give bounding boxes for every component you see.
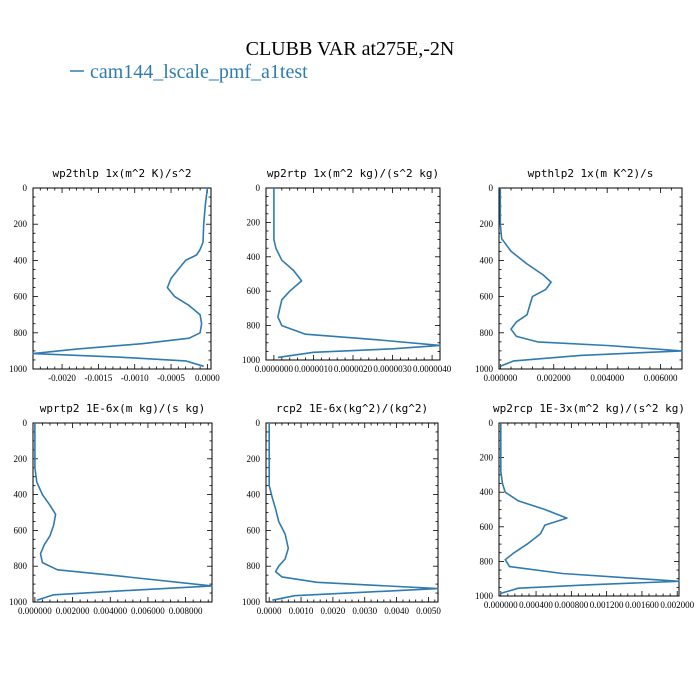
x-tick-label: 0.0000030 (373, 364, 412, 374)
panel-frame (265, 422, 439, 603)
y-tick-label: 600 (480, 292, 494, 302)
x-tick-label: 0.0020 (321, 606, 346, 616)
x-tick-label: -0.0020 (48, 373, 76, 383)
y-tick-label: 400 (247, 252, 261, 262)
y-tick-label: 0 (489, 183, 494, 193)
panel-title: wp2rtp 1x(m^2 kg)/(s^2 kg) (267, 167, 439, 180)
y-tick-label: 800 (14, 328, 28, 338)
x-tick-label: 0.000400 (519, 600, 553, 610)
y-tick-label: 800 (480, 556, 494, 566)
panel-6: wp2rcp 1E-3x(m^2 kg)/(s^2 kg) 0 200 400 600 8… (475, 402, 695, 610)
x-tick-label: 0.0000010 (294, 364, 333, 374)
panel-3: wpthlp2 1x(m K^2)/s020040060080010000.00… (475, 167, 683, 383)
y-tick-label: 200 (247, 217, 261, 227)
x-tick-label: 0.0030 (352, 606, 377, 616)
x-tick-label: 0.004000 (93, 606, 127, 616)
figure-title: CLUBB VAR at275E,-2N (246, 38, 455, 60)
y-tick-label: 600 (14, 525, 28, 535)
x-tick-label: 0.002000 (56, 606, 90, 616)
x-tick-label: 0.000000 (18, 606, 52, 616)
x-tick-label: 0.0000 (257, 606, 282, 616)
y-tick-label: 200 (247, 454, 261, 464)
legend-label: cam144_lscale_pmf_a1test (90, 61, 308, 83)
x-tick-label: 0.000000 (484, 600, 518, 610)
x-tick-label: 0.001600 (625, 600, 659, 610)
y-tick-label: 600 (247, 286, 261, 296)
series-line (32, 187, 209, 368)
y-tick-label: 400 (14, 255, 28, 265)
panel-4: wprtp2 1E-6x(m kg)/(s kg) 0 200 400 600 800 10… (9, 402, 213, 616)
x-tick-label: 0.0050 (416, 606, 441, 616)
y-tick-label: 800 (247, 561, 261, 571)
panel-5: rcp2 1E-6x(kg^2)/(kg^2) 0 200 400 600 800 1000… (242, 402, 441, 616)
x-tick-label: 0.0000 (195, 373, 220, 383)
panel-frame (498, 187, 683, 370)
x-tick-label: 0.006000 (131, 606, 165, 616)
series-line (499, 188, 683, 368)
y-tick-label: 0 (23, 183, 28, 193)
panel-title: wp2thlp 1x(m^2 K)/s^2 (52, 167, 191, 180)
y-tick-label: 400 (247, 490, 261, 500)
series-line (500, 423, 680, 595)
panel-frame (32, 422, 213, 603)
x-tick-label: 0.0010 (289, 606, 314, 616)
x-tick-label: 0.000000 (483, 373, 517, 383)
x-tick-label: 0.000800 (554, 600, 588, 610)
y-tick-label: 200 (14, 454, 28, 464)
x-tick-label: 0.002000 (660, 600, 694, 610)
y-tick-label: 1000 (242, 355, 261, 365)
panel-title: wpthlp2 1x(m K^2)/s (528, 167, 654, 180)
x-tick-label: 0.001200 (590, 600, 624, 610)
x-tick-label: 0.0000040 (413, 364, 452, 374)
y-tick-label: 200 (14, 219, 28, 229)
y-tick-label: 400 (480, 487, 494, 497)
panel-title: wprtp2 1E-6x(m kg)/(s kg) (40, 402, 206, 415)
y-tick-label: 800 (247, 321, 261, 331)
y-tick-label: 1000 (9, 364, 28, 374)
x-tick-label: -0.0015 (85, 373, 113, 383)
x-tick-label: 0.008000 (169, 606, 203, 616)
x-tick-label: 0.0040 (384, 606, 409, 616)
panel-2: wp2rtp 1x(m^2 kg)/(s^2 kg) 0 200 400 600 800 1… (242, 167, 452, 374)
y-tick-label: 1000 (475, 364, 494, 374)
panel-1: wp2thlp 1x(m^2 K)/s^2 0 200 400 600 800 1000 -0… (9, 167, 220, 383)
x-tick-label: -0.0010 (121, 373, 149, 383)
y-tick-label: 600 (480, 522, 494, 532)
x-tick-label: -0.0005 (157, 373, 185, 383)
y-tick-label: 600 (247, 525, 261, 535)
x-tick-label: 0.0000000 (255, 364, 294, 374)
y-tick-label: 1000 (475, 591, 494, 601)
y-tick-label: 200 (480, 453, 494, 463)
y-tick-label: 0 (256, 418, 261, 428)
x-tick-label: 0.002000 (537, 373, 571, 383)
panel-frame (498, 422, 680, 597)
x-tick-label: 0.004000 (590, 373, 624, 383)
panel-title: rcp2 1E-6x(kg^2)/(kg^2) (276, 402, 428, 415)
y-tick-label: 200 (480, 219, 494, 229)
y-tick-label: 1000 (242, 597, 261, 607)
y-tick-label: 0 (489, 418, 494, 428)
panels: wp2thlp 1x(m^2 K)/s^2 0 200 400 600 800 1000 -0… (9, 167, 695, 616)
series-line (34, 423, 213, 601)
y-tick-label: 800 (480, 328, 494, 338)
y-tick-label: 0 (256, 183, 261, 193)
y-tick-label: 400 (14, 490, 28, 500)
y-tick-label: 800 (14, 561, 28, 571)
y-tick-label: 600 (14, 292, 28, 302)
x-tick-label: 0.0000020 (334, 364, 373, 374)
series-line (273, 188, 441, 359)
y-tick-label: 0 (23, 418, 28, 428)
x-tick-label: 0.006000 (644, 373, 678, 383)
y-tick-label: 400 (480, 255, 494, 265)
panel-frame (32, 187, 212, 370)
panel-frame (265, 187, 441, 361)
y-tick-label: 1000 (9, 597, 28, 607)
panel-title: wp2rcp 1E-3x(m^2 kg)/(s^2 kg) (493, 402, 685, 415)
series-line (268, 423, 439, 601)
